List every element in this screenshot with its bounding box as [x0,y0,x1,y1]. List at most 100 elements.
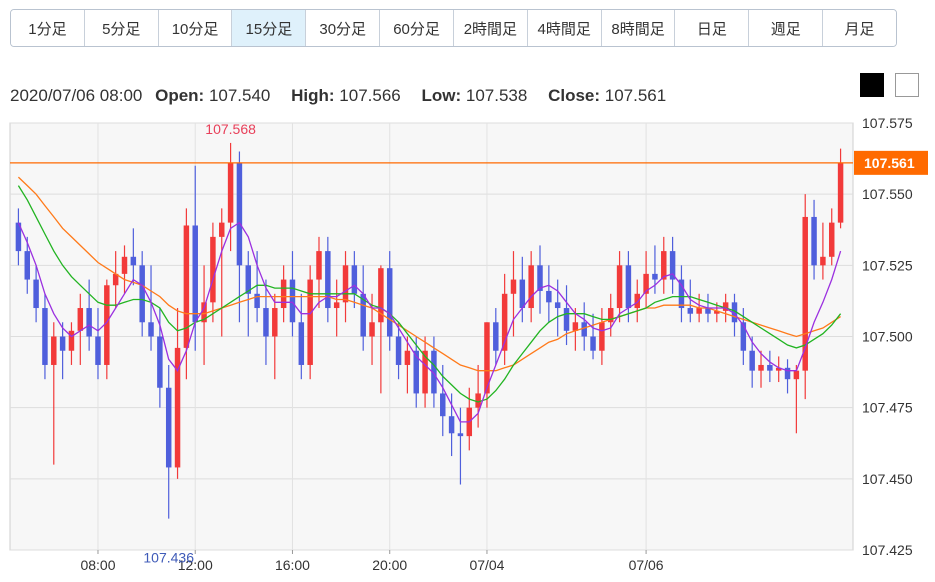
candle-body [528,265,534,309]
candle-body [422,350,428,394]
candle-body [581,322,587,337]
ohlc-close: Close: 107.561 [548,86,667,105]
candle-body [298,322,305,365]
y-tick-label: 107.425 [862,542,913,558]
candle-body [837,162,844,223]
candle-body [722,302,729,311]
tab-0[interactable]: 1分足 [11,10,85,46]
candle-body [740,322,747,351]
candle-body [263,308,269,337]
candle-body [360,293,366,337]
candle-body [554,302,561,309]
candle-body [537,265,543,291]
candle-body [59,336,66,351]
candle-body [696,308,702,314]
candle-body [325,251,331,309]
candle-body [731,302,738,323]
current-price-tag [854,150,928,175]
candle-body [112,273,119,286]
x-tick-label: 08:00 [80,557,115,573]
tab-10[interactable]: 週足 [749,10,824,46]
candle-body [448,416,455,434]
candle-body [828,222,835,257]
ma-long-line [17,176,841,372]
candle-body [749,350,755,371]
candle-body [130,256,137,266]
candle-body [457,433,464,437]
candle-body [174,347,181,468]
ohlc-open: Open: 107.540 [155,86,271,105]
candle-body [616,265,623,309]
tab-6[interactable]: 2時間足 [453,10,528,46]
candle-body [316,251,322,280]
candle-body [652,273,658,280]
candle-body [767,364,773,371]
ohlc-datetime: 2020/07/06 08:00 [10,86,143,105]
candle-body [139,265,145,323]
candle-body [802,216,808,371]
candle-body [86,308,92,337]
candle-body [758,364,764,371]
tab-8[interactable]: 8時間足 [601,10,676,46]
y-tick-label: 107.525 [862,257,913,273]
candle-body [440,393,446,417]
candle-body [687,308,694,314]
tab-4[interactable]: 30分足 [306,10,381,46]
candle-body [272,308,278,337]
candle-body [431,350,437,394]
light-theme-button[interactable] [895,73,919,97]
tab-11[interactable]: 月足 [823,10,896,46]
candle-body [793,370,800,380]
candle-body [386,268,393,337]
tab-1[interactable]: 5分足 [84,10,159,46]
x-tick-label: 12:00 [178,557,213,573]
tab-9[interactable]: 日足 [675,10,750,46]
candle-body [68,330,75,351]
ohlc-readout: 2020/07/06 08:00 Open: 107.540 High: 107… [10,86,682,106]
candle-body [475,393,481,408]
candle-body [369,322,375,337]
candle-body [51,336,57,365]
candle-body [227,162,234,223]
candle-body [104,285,110,365]
candle-body [413,350,419,394]
candle-body [254,293,260,309]
candle-body [280,279,287,309]
candle-body [342,265,349,303]
candle-body [210,236,216,303]
tab-2[interactable]: 10分足 [158,10,233,46]
ma-mid-line [17,185,842,403]
candle-body [599,322,605,351]
ohlc-high: High: 107.566 [291,86,401,105]
y-tick-label: 107.575 [862,115,913,131]
candle-body [95,336,101,365]
candle-body [775,367,782,371]
candle-body [378,268,384,323]
candle-body [24,251,31,280]
candle-body [148,322,154,337]
candle-body [192,225,198,323]
candle-body [201,302,207,323]
dark-theme-button[interactable] [860,73,884,97]
candle-body [714,310,720,314]
candle-body [121,256,128,274]
candle-body [351,265,358,294]
min-price-label: 107.436 [143,550,194,566]
y-tick-label: 107.500 [862,329,913,345]
candle-body [165,387,172,468]
candle-body [157,336,163,388]
tab-3[interactable]: 15分足 [232,10,307,46]
candle-body [519,279,526,309]
candle-body [563,308,570,331]
y-tick-label: 107.550 [862,186,913,202]
candle-body [705,308,711,314]
candle-body [811,216,817,266]
tab-5[interactable]: 60分足 [380,10,454,46]
candle-body [395,336,402,365]
candle-body [333,302,340,309]
candle-body [572,322,579,331]
y-tick-label: 107.475 [862,400,913,416]
tab-7[interactable]: 4時間足 [527,10,602,46]
ohlc-low: Low: 107.538 [421,86,528,105]
